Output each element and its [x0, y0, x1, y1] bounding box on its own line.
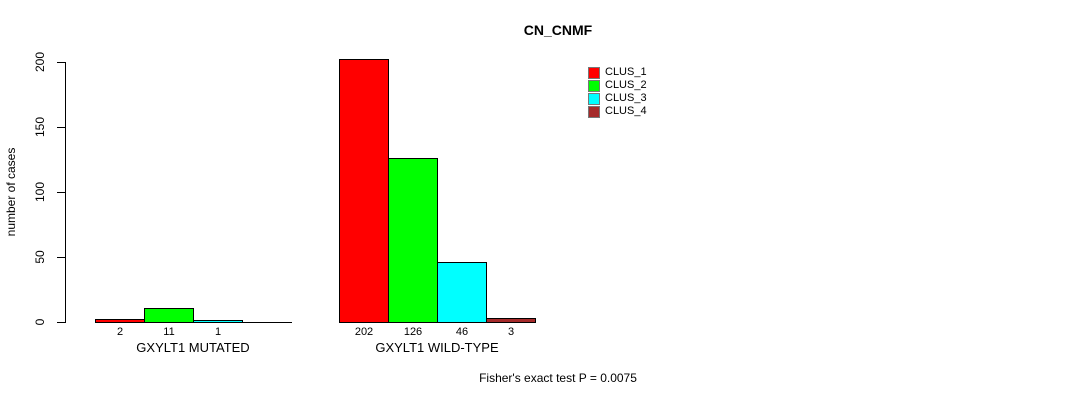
legend-label: CLUS_2 [605, 79, 647, 91]
y-axis-tick [57, 192, 66, 193]
bar-clus_4-mutated [242, 322, 292, 323]
bar-value-label: 3 [507, 326, 515, 338]
bar-value-label: 2 [116, 326, 124, 338]
y-axis-tick-label: 100 [33, 181, 47, 203]
y-axis-tick-label: 200 [33, 51, 47, 73]
bar-value-label: 126 [403, 326, 423, 338]
legend-row: CLUS_3 [588, 92, 647, 105]
bar-clus_1-mutated [95, 319, 145, 323]
y-axis-tick [57, 127, 66, 128]
legend-row: CLUS_1 [588, 66, 647, 79]
legend-label: CLUS_4 [605, 105, 647, 117]
y-axis-title: number of cases [4, 147, 18, 237]
bar-value-label: 11 [163, 326, 175, 338]
legend: CLUS_1 CLUS_2 CLUS_3 CLUS_4 [588, 66, 647, 118]
legend-swatch-clus_4 [588, 105, 600, 118]
bar-clus_1-wildtype [339, 59, 389, 323]
fisher-test-annotation: Fisher's exact test P = 0.0075 [479, 371, 637, 385]
bar-clus_2-mutated [144, 308, 194, 323]
legend-swatch-clus_2 [588, 79, 600, 92]
group-label: GXYLT1 WILD-TYPE [375, 340, 499, 355]
bar-value-label: 202 [354, 326, 374, 338]
y-axis-tick [57, 62, 66, 63]
legend-row: CLUS_2 [588, 79, 647, 92]
y-axis-tick-label: 50 [33, 250, 47, 264]
bar-value-label: 1 [214, 326, 222, 338]
legend-label: CLUS_1 [605, 66, 647, 78]
y-axis-tick [57, 257, 66, 258]
group-label: GXYLT1 MUTATED [136, 340, 250, 355]
bar-clus_3-wildtype [437, 262, 487, 323]
bar-clus_2-wildtype [388, 158, 438, 323]
y-axis-tick [57, 322, 66, 323]
y-axis-tick-label: 0 [33, 318, 47, 326]
bar-clus_3-mutated [193, 320, 243, 323]
legend-row: CLUS_4 [588, 105, 647, 118]
legend-label: CLUS_3 [605, 92, 647, 104]
bar-clus_4-wildtype [486, 318, 536, 323]
legend-swatch-clus_3 [588, 92, 600, 105]
chart-title: CN_CNMF [523, 22, 593, 38]
y-axis-tick-label: 150 [33, 116, 47, 138]
bar-value-label: 46 [455, 326, 469, 338]
legend-swatch-clus_1 [588, 66, 600, 79]
